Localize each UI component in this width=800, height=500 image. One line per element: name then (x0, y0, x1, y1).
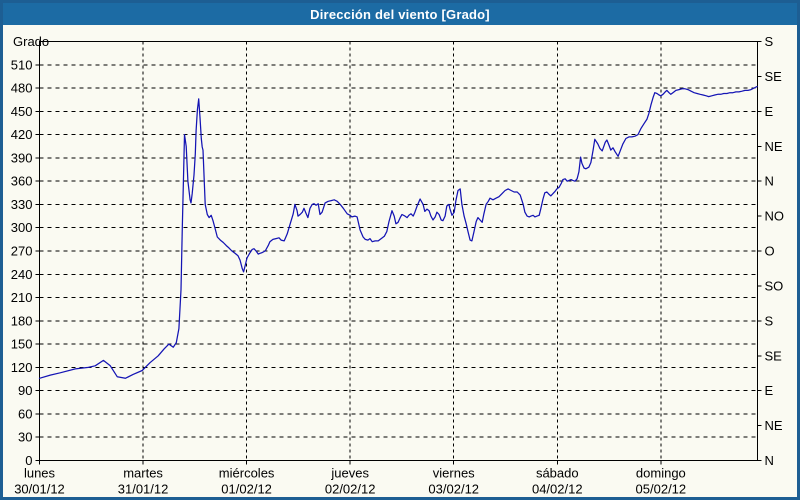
y-right-tick-label: N (765, 453, 774, 468)
y-right-tick-label: NE (765, 418, 783, 433)
title-bar: Dirección del viento [Grado] (3, 3, 797, 25)
y-right-tick-label: NE (765, 139, 783, 154)
y-left-tick-label: 360 (11, 174, 33, 189)
y-right-tick-label: SO (765, 278, 784, 293)
y-right-tick-label: S (765, 313, 774, 328)
y-left-tick-label: 150 (11, 337, 33, 352)
y-left-tick-label: 210 (11, 290, 33, 305)
x-day-name: domingo (636, 466, 686, 481)
right-axis-labels: S SE E NE N NO O SO S SE E NE N (758, 34, 785, 468)
x-day-date: 04/02/12 (532, 482, 583, 497)
y-left-tick-label: 450 (11, 104, 33, 119)
x-axis-labels: lunes30/01/12 martes31/01/12 miércoles01/0… (14, 461, 686, 497)
chart-title: Dirección del viento [Grado] (310, 7, 490, 22)
y-left-tick-label: 120 (11, 360, 33, 375)
y-right-tick-label: NO (765, 209, 785, 224)
x-day-date: 01/02/12 (221, 482, 272, 497)
x-day-name: martes (123, 466, 163, 481)
y-left-tick-label: 90 (18, 383, 32, 398)
y-right-tick-label: E (765, 383, 774, 398)
x-day-date: 31/01/12 (118, 482, 169, 497)
series-line (40, 87, 758, 379)
y-left-tick-label: 420 (11, 127, 33, 142)
y-left-tick-label: 180 (11, 313, 33, 328)
y-right-tick-label: SE (765, 69, 783, 84)
y-gridlines (40, 65, 758, 437)
y-right-tick-label: N (765, 174, 774, 189)
y-left-tick-label: 30 (18, 430, 32, 445)
wind-direction-line-chart: 0306090120150180210240270300330360390420… (3, 25, 797, 497)
wind-direction-series (40, 87, 758, 379)
x-day-date: 30/01/12 (14, 482, 65, 497)
y-left-tick-label: 300 (11, 220, 33, 235)
x-day-name: viernes (433, 466, 475, 481)
y-left-tick-label: 510 (11, 57, 33, 72)
x-day-name: lunes (24, 466, 56, 481)
y-left-tick-label: 330 (11, 197, 33, 212)
y-left-axis-title: Grado (13, 34, 49, 49)
x-day-date: 03/02/12 (428, 482, 479, 497)
y-left-tick-label: 480 (11, 81, 33, 96)
chart-window: Dirección del viento [Grado] 03060901201… (0, 0, 800, 500)
x-day-date: 05/02/12 (636, 482, 687, 497)
y-left-tick-label: 60 (18, 406, 32, 421)
y-left-tick-label: 240 (11, 267, 33, 282)
y-right-tick-label: O (765, 244, 775, 259)
y-right-tick-label: S (765, 34, 774, 49)
y-right-tick-label: E (765, 104, 774, 119)
x-day-date: 02/02/12 (325, 482, 376, 497)
x-day-name: miércoles (219, 466, 275, 481)
x-day-name: sábado (536, 466, 579, 481)
x-day-name: jueves (330, 466, 369, 481)
y-left-tick-label: 390 (11, 150, 33, 165)
y-right-tick-label: SE (765, 348, 783, 363)
y-left-tick-label: 270 (11, 244, 33, 259)
